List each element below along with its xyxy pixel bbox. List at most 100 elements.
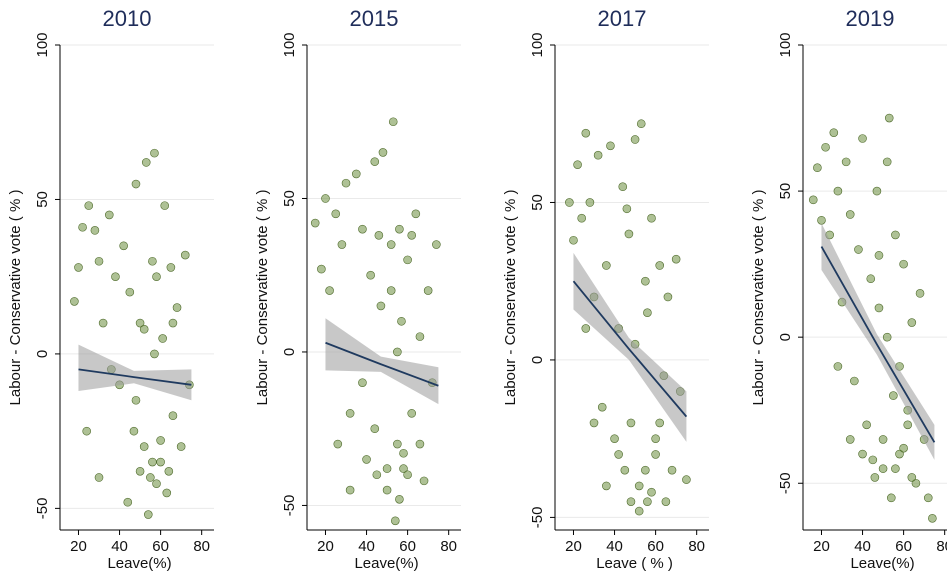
point (643, 497, 652, 506)
point (671, 254, 681, 264)
y-tick-label: 0 (777, 333, 794, 341)
point (415, 439, 425, 449)
confidence-band (573, 252, 687, 442)
point (641, 276, 650, 286)
point (407, 409, 417, 418)
point (626, 418, 636, 428)
point (403, 470, 412, 480)
point (928, 514, 937, 523)
point (172, 303, 182, 312)
point (399, 448, 408, 458)
point (150, 148, 159, 158)
point (378, 148, 388, 157)
point (651, 434, 660, 443)
point (317, 264, 326, 274)
point (366, 270, 375, 280)
point (829, 128, 839, 137)
point (813, 163, 822, 173)
point (647, 487, 656, 497)
point (643, 308, 652, 317)
chart-title: 2010 (103, 6, 152, 31)
point (168, 318, 178, 328)
point (641, 465, 650, 475)
point (858, 449, 867, 459)
point (630, 135, 640, 144)
point (168, 411, 178, 421)
point (636, 119, 646, 129)
point (156, 436, 165, 445)
point (141, 158, 151, 167)
point (581, 128, 591, 138)
x-tick-label: 20 (317, 538, 334, 555)
point (148, 256, 157, 266)
x-tick-label: 40 (606, 538, 623, 555)
point (150, 349, 159, 359)
point (833, 362, 843, 371)
point (98, 318, 108, 328)
point (152, 479, 161, 488)
point (152, 272, 161, 281)
y-tick-label: -50 (34, 498, 51, 520)
point (886, 493, 896, 503)
x-axis-label: Leave(%) (850, 555, 914, 572)
point (845, 210, 855, 219)
point (376, 301, 386, 311)
point (634, 481, 644, 491)
point (325, 286, 334, 295)
point (399, 464, 408, 473)
point (858, 134, 867, 143)
point (372, 470, 382, 480)
point (573, 160, 582, 169)
point (911, 478, 921, 488)
point (321, 194, 330, 203)
point (597, 402, 607, 412)
point (882, 157, 892, 167)
point (878, 464, 888, 473)
y-axis-label: Labour - Conservative vote ( % ) (502, 190, 519, 406)
point (407, 231, 417, 240)
point (884, 113, 894, 123)
chart-title: 2015 (350, 6, 399, 31)
point (382, 485, 392, 495)
point (374, 231, 384, 240)
point (341, 178, 351, 188)
point (622, 204, 632, 214)
point (70, 297, 79, 306)
point (415, 332, 425, 341)
chart-title: 2017 (598, 6, 647, 31)
point (602, 261, 611, 270)
point (156, 457, 165, 467)
y-tick-label: 100 (281, 32, 298, 57)
fit-line (820, 246, 936, 443)
point (139, 324, 149, 334)
point (310, 218, 320, 228)
x-tick-label: 20 (565, 538, 582, 555)
y-tick-label: 50 (777, 183, 794, 200)
point (135, 318, 145, 328)
x-tick-label: 80 (440, 538, 457, 555)
y-axis-label: Labour - Conservative vote ( % ) (7, 190, 24, 406)
point (180, 250, 190, 260)
point (891, 464, 900, 473)
point (432, 240, 441, 249)
point (131, 179, 141, 189)
fit-line (572, 280, 688, 418)
chart-title: 2019 (846, 6, 895, 31)
point (878, 435, 888, 444)
point (331, 209, 341, 219)
y-tick-label: 0 (34, 350, 51, 358)
point (895, 449, 904, 459)
y-tick-label: -50 (529, 507, 546, 529)
point (870, 473, 880, 482)
point (345, 409, 355, 418)
point (634, 506, 644, 516)
y-tick-label: -50 (777, 472, 794, 494)
point (577, 213, 586, 223)
point (589, 418, 599, 428)
point (862, 420, 871, 430)
x-tick-label: 80 (936, 538, 947, 555)
x-tick-label: 60 (895, 538, 912, 555)
y-tick-label: 50 (281, 190, 298, 207)
y-tick-label: 0 (281, 348, 298, 356)
point (337, 240, 347, 249)
